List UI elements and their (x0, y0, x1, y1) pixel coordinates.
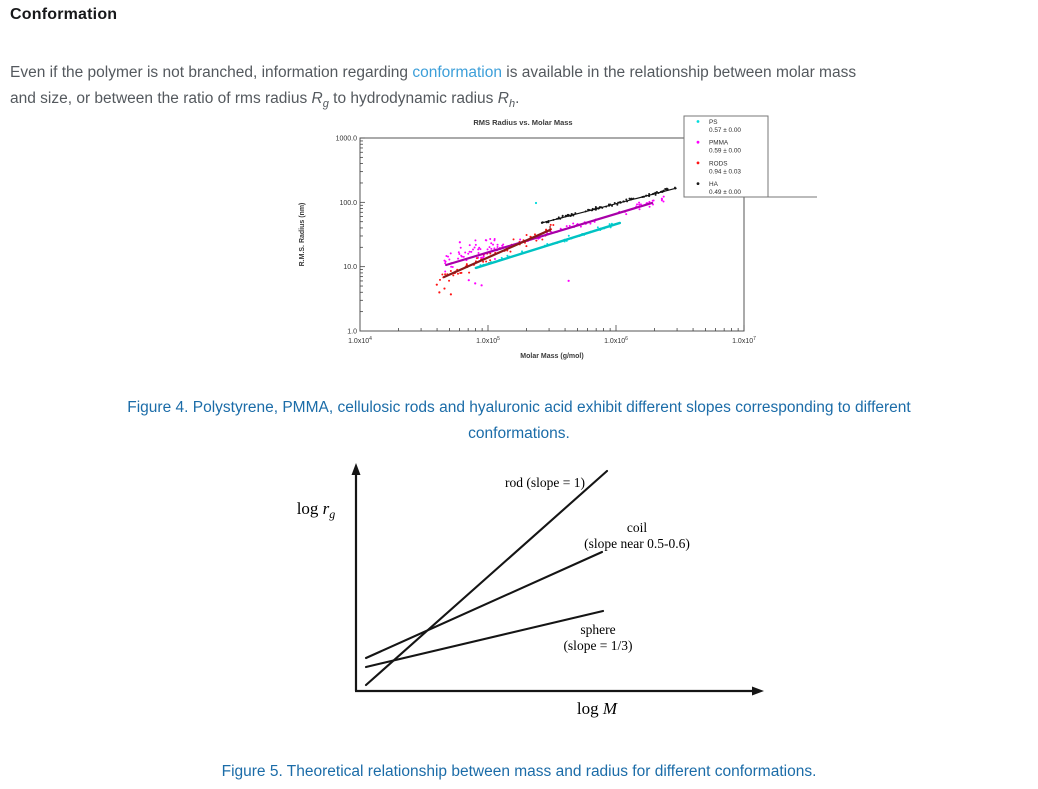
svg-text:1.0x107: 1.0x107 (732, 336, 756, 345)
intro-text: is available in the relationship between… (501, 63, 857, 81)
fig4-fit-line-ps (474, 221, 622, 270)
fig4-y-axis-label: R.M.S. Radius (nm) (299, 203, 306, 267)
figure5-caption: Figure 5. Theoretical relationship betwe… (0, 759, 1038, 785)
svg-text:1.0x104: 1.0x104 (348, 336, 372, 345)
fig4-x-tick-labels: 1.0x104 1.0x105 1.0x106 1.0x107 (348, 336, 756, 345)
fig4-y-tick-labels: 1000.0 100.0 10.0 1.0 (336, 136, 358, 336)
svg-text:1.0: 1.0 (347, 329, 357, 336)
legend-label-ps: PS (709, 119, 718, 126)
fig5-label-sphere-1: (slope = 1/3) (563, 638, 632, 653)
legend-label-pmma: PMMA (709, 140, 729, 147)
legend-value-ps: 0.57 ± 0.00 (709, 127, 741, 134)
fig5-y-axis-arrow (351, 463, 361, 475)
fig4-plot-border (359, 137, 745, 332)
legend-label-rods: RODS (709, 160, 727, 167)
fig5-line-sphere (364, 609, 605, 669)
legend-value-ha: 0.49 ± 0.00 (709, 189, 741, 196)
legend-marker-rods (696, 161, 700, 165)
legend-value-rods: 0.94 ± 0.03 (709, 168, 741, 175)
intro-text: . (515, 89, 520, 107)
rg-symbol: Rg (311, 89, 329, 110)
svg-text:100.0: 100.0 (339, 200, 357, 207)
fig5-label-rod-0: rod (slope = 1) (505, 475, 585, 490)
fig4-fit-line-ha (541, 187, 677, 224)
figure4-caption-line1: Figure 4. Polystyrene, PMMA, cellulosic … (127, 399, 911, 416)
legend-marker-ps (696, 120, 700, 123)
intro-paragraph: Even if the polymer is not branched, inf… (10, 60, 1030, 117)
legend-marker-ha (696, 182, 700, 185)
svg-text:1000.0: 1000.0 (336, 136, 358, 143)
intro-line-2: and size, or between the ratio of rms ra… (10, 86, 1030, 117)
intro-text: Even if the polymer is not branched, inf… (10, 63, 413, 81)
conformation-link[interactable]: conformation (412, 63, 502, 81)
fig4-fit-line-pmma (445, 201, 654, 267)
legend-marker-pmma (696, 140, 700, 144)
fig5-y-axis-label: log rg (297, 499, 336, 521)
svg-text:1.0x106: 1.0x106 (604, 336, 628, 345)
fig4-x-axis-label: Molar Mass (g/mol) (520, 353, 583, 360)
fig5-line-rod (364, 469, 609, 687)
fig5-label-coil-1: (slope near 0.5-0.6) (584, 536, 690, 551)
intro-text: to hydrodynamic radius (328, 89, 498, 107)
fig4-ticks (360, 137, 745, 331)
fig5-label-sphere-0: sphere (580, 622, 615, 637)
figure4-caption-line2: conformations. (468, 425, 570, 442)
fig5-x-axis-arrow (752, 686, 764, 696)
figure5-caption-text: Figure 5. Theoretical relationship betwe… (221, 763, 817, 780)
rh-symbol: Rh (497, 89, 516, 110)
legend-value-pmma: 0.59 ± 0.00 (709, 148, 741, 155)
fig5-axes (354, 472, 755, 693)
intro-text: and size, or between the ratio of rms ra… (10, 89, 312, 107)
fig4-fit-line-rods (442, 228, 552, 279)
figure5-conformation-diagram: rod (slope = 1) coil(slope near 0.5-0.6) s… (297, 463, 764, 718)
intro-line-1: Even if the polymer is not branched, inf… (10, 60, 1030, 86)
fig5-line-coil (364, 550, 604, 660)
fig4-title: RMS Radius vs. Molar Mass (473, 118, 572, 127)
svg-text:1.0x105: 1.0x105 (476, 336, 500, 345)
svg-text:10.0: 10.0 (343, 264, 357, 271)
fig5-x-axis-label: log M (577, 699, 618, 718)
figure4-caption: Figure 4. Polystyrene, PMMA, cellulosic … (0, 395, 1038, 447)
page-title: Conformation (10, 6, 118, 23)
fig5-label-coil-0: coil (627, 520, 647, 535)
legend-label-ha: HA (709, 181, 719, 188)
